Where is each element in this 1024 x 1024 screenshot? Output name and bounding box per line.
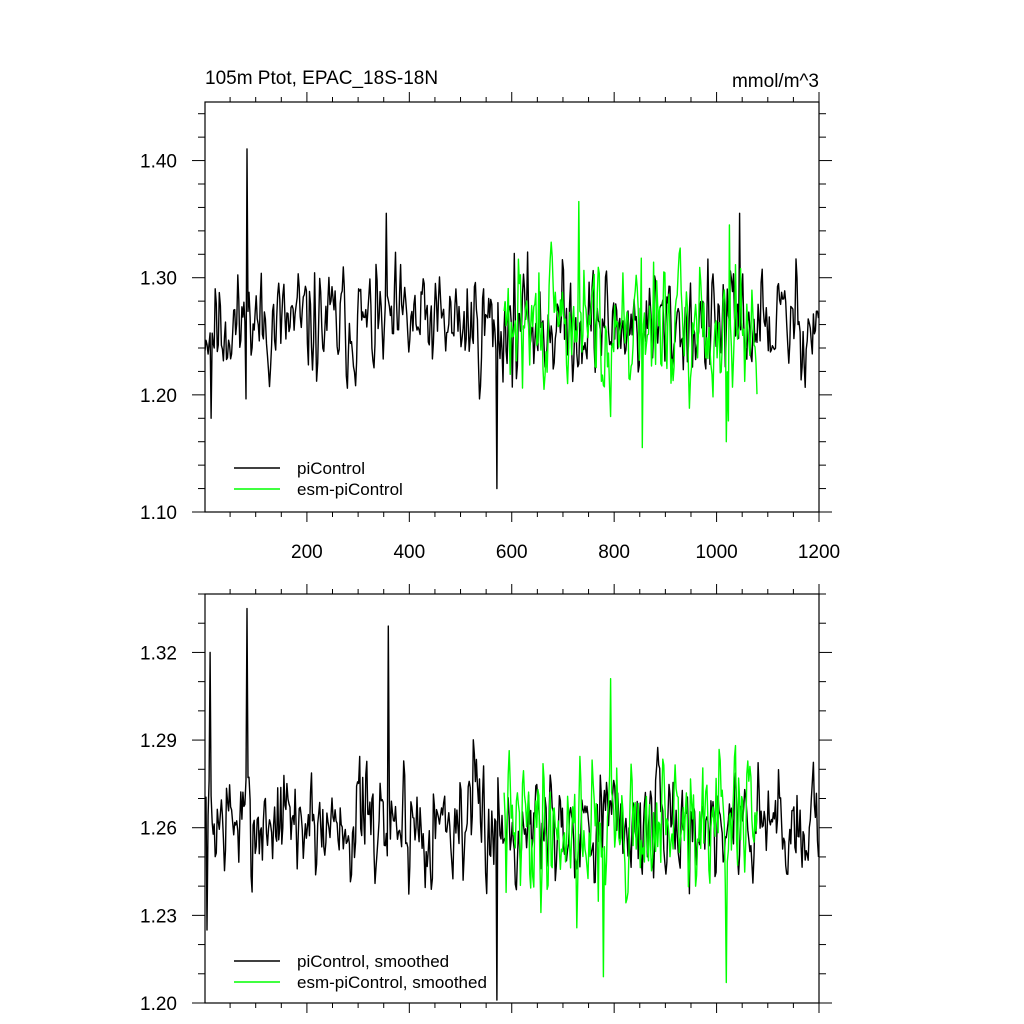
y-tick-label: 1.20	[140, 386, 177, 407]
chart-panel-1: 105m Ptot, EPAC_18S-18N mmol/m^3 200 400 600…	[140, 68, 840, 563]
units-label: mmol/m^3	[732, 71, 819, 92]
y-tick-label: 1.30	[140, 269, 177, 290]
y-tick-label: 1.40	[140, 152, 177, 173]
legend-label-1: piControl, smoothed	[297, 952, 449, 971]
x-tick-label: 1200	[798, 542, 840, 563]
x-tick-label: 600	[496, 542, 528, 563]
y-tick-label: 1.23	[140, 906, 177, 927]
series-line-2	[503, 200, 758, 449]
series-line-2	[503, 678, 758, 984]
chart-panel-2: 1.20 1.23 1.26 1.29 1.32 piControl, smoothed e…	[140, 584, 832, 1015]
x-tick-label: 400	[393, 542, 425, 563]
y-tick-label: 1.29	[140, 731, 177, 752]
chart-title: 105m Ptot, EPAC_18S-18N	[205, 68, 438, 89]
y-tick-label: 1.20	[140, 994, 177, 1015]
series-line-1	[205, 607, 819, 1001]
x-tick-label: 800	[598, 542, 630, 563]
legend-label-1: piControl	[297, 459, 365, 478]
y-tick-label: 1.32	[140, 643, 177, 664]
x-tick-label: 1000	[695, 542, 737, 563]
y-tick-label: 1.26	[140, 819, 177, 840]
x-tick-label: 200	[291, 542, 323, 563]
legend-label-2: esm-piControl	[297, 480, 403, 499]
legend-label-2: esm-piControl, smoothed	[297, 973, 487, 992]
y-tick-label: 1.10	[140, 503, 177, 524]
